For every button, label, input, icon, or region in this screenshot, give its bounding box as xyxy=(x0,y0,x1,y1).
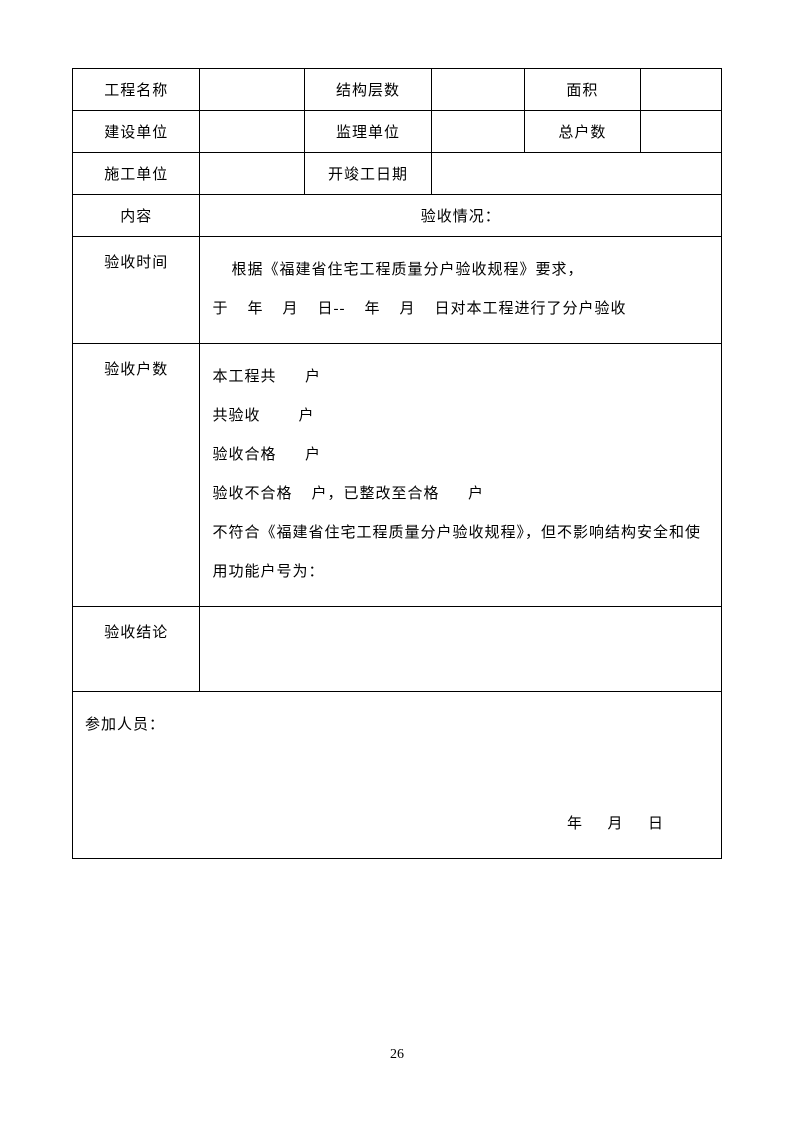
acceptance-form-table: 工程名称 结构层数 面积 建设单位 监理单位 总户数 施工单位 开竣工日期 内容… xyxy=(72,68,722,859)
label-contractor: 施工单位 xyxy=(73,153,200,195)
count-line-3: 验收合格 户 xyxy=(212,436,709,475)
value-construction-unit[interactable] xyxy=(200,111,304,153)
value-total-households[interactable] xyxy=(640,111,721,153)
label-conclusion: 验收结论 xyxy=(73,607,200,692)
row-acceptance-count: 验收户数 本工程共 户 共验收 户 验收合格 户 验收不合格 户，已整改至合格 … xyxy=(73,344,722,607)
acceptance-count-content[interactable]: 本工程共 户 共验收 户 验收合格 户 验收不合格 户，已整改至合格 户 不符合… xyxy=(200,344,722,607)
participants-date: 年 月 日 xyxy=(85,805,709,844)
label-structure-floors: 结构层数 xyxy=(304,69,431,111)
count-line-2: 共验收 户 xyxy=(212,397,709,436)
label-construction-unit: 建设单位 xyxy=(73,111,200,153)
label-acceptance-time: 验收时间 xyxy=(73,237,200,344)
conclusion-content[interactable] xyxy=(200,607,722,692)
page-container: 工程名称 结构层数 面积 建设单位 监理单位 总户数 施工单位 开竣工日期 内容… xyxy=(0,0,794,859)
label-project-name: 工程名称 xyxy=(73,69,200,111)
label-content: 内容 xyxy=(73,195,200,237)
row-contractor: 施工单位 开竣工日期 xyxy=(73,153,722,195)
value-area[interactable] xyxy=(640,69,721,111)
count-line-4: 验收不合格 户，已整改至合格 户 xyxy=(212,475,709,514)
value-contractor[interactable] xyxy=(200,153,304,195)
value-supervision-unit[interactable] xyxy=(432,111,525,153)
label-supervision-unit: 监理单位 xyxy=(304,111,431,153)
label-start-end-date: 开竣工日期 xyxy=(304,153,431,195)
label-participants: 参加人员： xyxy=(85,706,709,745)
page-number: 26 xyxy=(0,1047,794,1063)
row-content-header: 内容 验收情况： xyxy=(73,195,722,237)
participants-cell[interactable]: 参加人员： 年 月 日 xyxy=(73,692,722,859)
row-construction-unit: 建设单位 监理单位 总户数 xyxy=(73,111,722,153)
label-area: 面积 xyxy=(524,69,640,111)
row-acceptance-time: 验收时间 根据《福建省住宅工程质量分户验收规程》要求，于 年 月 日-- 年 月… xyxy=(73,237,722,344)
row-participants: 参加人员： 年 月 日 xyxy=(73,692,722,859)
row-conclusion: 验收结论 xyxy=(73,607,722,692)
label-acceptance-status: 验收情况： xyxy=(200,195,722,237)
value-start-end-date[interactable] xyxy=(432,153,722,195)
value-structure-floors[interactable] xyxy=(432,69,525,111)
count-line-1: 本工程共 户 xyxy=(212,358,709,397)
value-project-name[interactable] xyxy=(200,69,304,111)
acceptance-time-content[interactable]: 根据《福建省住宅工程质量分户验收规程》要求，于 年 月 日-- 年 月 日对本工… xyxy=(200,237,722,344)
label-total-households: 总户数 xyxy=(524,111,640,153)
count-line-5: 不符合《福建省住宅工程质量分户验收规程》，但不影响结构安全和使用功能户号为： xyxy=(212,514,709,592)
label-acceptance-count: 验收户数 xyxy=(73,344,200,607)
row-project-name: 工程名称 结构层数 面积 xyxy=(73,69,722,111)
